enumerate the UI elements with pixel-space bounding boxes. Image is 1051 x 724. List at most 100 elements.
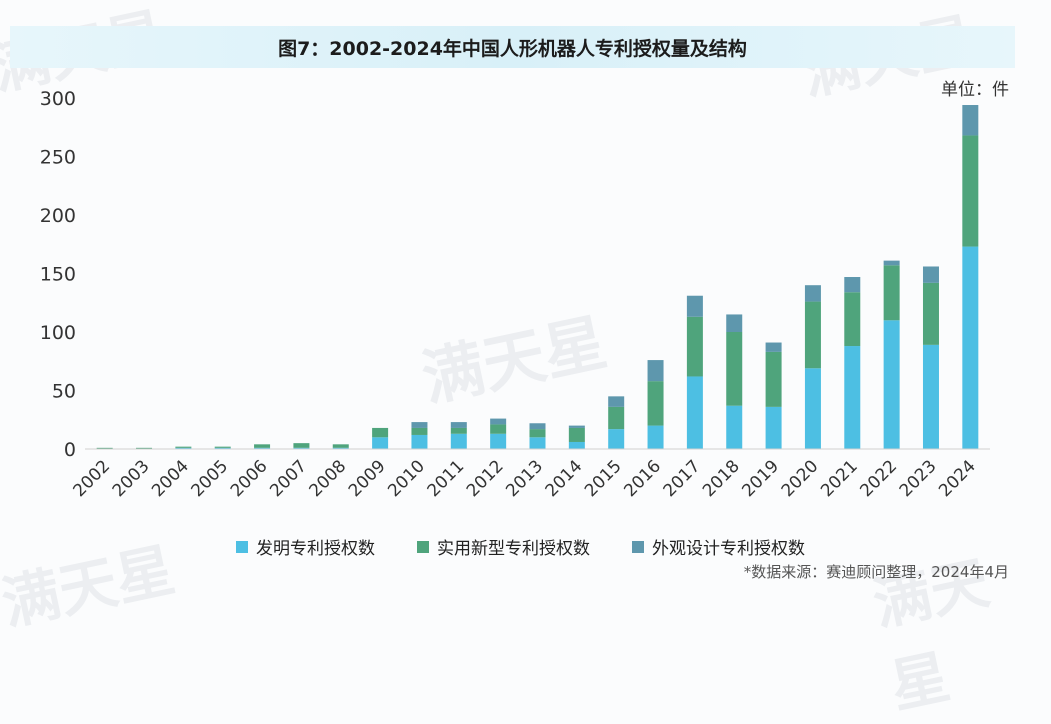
legend-item-utility: 实用新型专利授权数	[417, 534, 590, 559]
x-tick-label: 2012	[463, 456, 508, 501]
bar-segment-utility-2020	[804, 301, 821, 369]
bar-segment-invention-2011	[450, 433, 467, 449]
bar-segment-utility-2003	[136, 447, 153, 449]
bar-segment-invention-2012	[490, 433, 507, 449]
legend-label-design: 外观设计专利授权数	[652, 539, 805, 559]
bar-segment-design-2011	[450, 422, 467, 428]
x-tick-label: 2023	[896, 456, 941, 501]
bar-segment-design-2023	[922, 266, 939, 283]
y-tick-label: 250	[40, 147, 76, 169]
x-tick-label: 2018	[699, 456, 744, 501]
bar-segment-design-2012	[490, 418, 507, 425]
bar-segment-invention-2019	[765, 406, 782, 449]
bar-segment-invention-2018	[726, 405, 743, 449]
bar-segment-design-2022	[883, 260, 900, 266]
legend-item-design: 外观设计专利授权数	[632, 534, 805, 559]
x-tick-label: 2016	[620, 456, 665, 501]
bar-segment-utility-2002	[96, 447, 113, 449]
legend-swatch-invention	[236, 540, 248, 553]
x-tick-label: 2008	[306, 456, 351, 501]
bar-segment-invention-2020	[804, 368, 821, 449]
legend-swatch-design	[632, 540, 644, 553]
bar-segment-invention-2010	[411, 434, 428, 449]
bar-segment-utility-2024	[962, 135, 979, 247]
bar-segment-invention-2004	[175, 447, 192, 449]
x-tick-label: 2019	[738, 456, 783, 501]
bar-segment-invention-2005	[214, 447, 231, 449]
bar-segment-invention-2006	[254, 447, 271, 449]
x-tick-label: 2004	[148, 456, 193, 501]
bar-segment-design-2021	[844, 277, 861, 293]
x-tick-label: 2003	[109, 456, 154, 501]
bar-segment-utility-2007	[293, 443, 310, 448]
data-source-note: *数据来源：赛迪顾问整理，2024年4月	[743, 563, 1009, 581]
bar-segment-utility-2014	[568, 427, 585, 442]
y-tick-label: 200	[40, 205, 76, 227]
y-tick-label: 0	[64, 439, 76, 461]
bar-segment-design-2020	[804, 285, 821, 302]
bar-segment-utility-2010	[411, 427, 428, 435]
bar-segment-utility-2008	[332, 444, 349, 448]
bar-segment-utility-2016	[647, 381, 664, 426]
bar-segment-utility-2012	[490, 424, 507, 434]
x-tick-label: 2005	[188, 456, 233, 501]
bar-segment-design-2016	[647, 360, 664, 382]
x-tick-label: 2021	[817, 456, 862, 501]
x-tick-label: 2022	[856, 456, 901, 501]
x-axis: 2002200320042005200620072008200920102011…	[69, 448, 990, 501]
bar-segment-utility-2017	[686, 316, 703, 377]
x-tick-label: 2006	[227, 456, 272, 501]
x-tick-label: 2014	[542, 456, 587, 501]
y-tick-label: 50	[52, 381, 76, 403]
bar-segment-utility-2019	[765, 351, 782, 407]
bar-segment-utility-2006	[254, 444, 271, 448]
y-tick-label: 150	[40, 264, 76, 286]
bar-segment-design-2018	[726, 314, 743, 332]
legend-swatch-utility	[417, 540, 429, 553]
x-tick-label: 2020	[778, 456, 823, 501]
bar-segment-utility-2018	[726, 332, 743, 406]
x-tick-label: 2007	[266, 456, 311, 501]
legend-label-utility: 实用新型专利授权数	[437, 539, 590, 559]
legend-item-invention: 发明专利授权数	[236, 534, 375, 559]
y-tick-label: 100	[40, 322, 76, 344]
bar-segment-utility-2009	[372, 427, 389, 438]
bar-segment-invention-2015	[608, 429, 625, 449]
bar-segment-design-2019	[765, 342, 782, 352]
x-tick-label: 2017	[660, 456, 705, 501]
bar-segment-invention-2013	[529, 437, 546, 449]
chart-title: 图7：2002-2024年中国人形机器人专利授权量及结构	[278, 37, 747, 60]
x-tick-label: 2015	[581, 456, 626, 501]
bar-segment-invention-2024	[962, 246, 979, 449]
x-tick-label: 2013	[502, 456, 547, 501]
x-tick-label: 2011	[424, 456, 469, 501]
bar-segment-utility-2022	[883, 265, 900, 321]
bar-segment-invention-2021	[844, 346, 861, 449]
unit-label: 单位：件	[941, 80, 1009, 100]
legend-label-invention: 发明专利授权数	[256, 539, 375, 559]
bar-segment-utility-2011	[450, 427, 467, 434]
bar-segment-utility-2021	[844, 292, 861, 347]
bar-segment-design-2024	[962, 105, 979, 136]
bar-segment-utility-2013	[529, 429, 546, 438]
x-tick-label: 2002	[69, 456, 114, 501]
bar-segment-utility-2004	[175, 446, 192, 448]
bar-segment-design-2017	[686, 295, 703, 317]
bar-segment-invention-2017	[686, 376, 703, 449]
bar-segment-design-2015	[608, 396, 625, 407]
bar-segment-invention-2016	[647, 425, 664, 449]
chart-title-bar: 图7：2002-2024年中国人形机器人专利授权量及结构	[10, 26, 1015, 68]
bar-segment-invention-2009	[372, 437, 389, 449]
bar-segment-invention-2022	[883, 320, 900, 449]
bar-segment-invention-2008	[332, 447, 349, 449]
bar-segment-invention-2014	[568, 441, 585, 449]
x-tick-label: 2024	[935, 456, 980, 501]
bar-segment-design-2013	[529, 423, 546, 430]
x-tick-label: 2010	[384, 456, 429, 501]
x-tick-label: 2009	[345, 456, 390, 501]
y-tick-label: 300	[40, 88, 76, 110]
bar-segment-utility-2015	[608, 406, 625, 430]
bar-segment-utility-2023	[922, 282, 939, 345]
bar-segment-utility-2005	[214, 446, 231, 448]
